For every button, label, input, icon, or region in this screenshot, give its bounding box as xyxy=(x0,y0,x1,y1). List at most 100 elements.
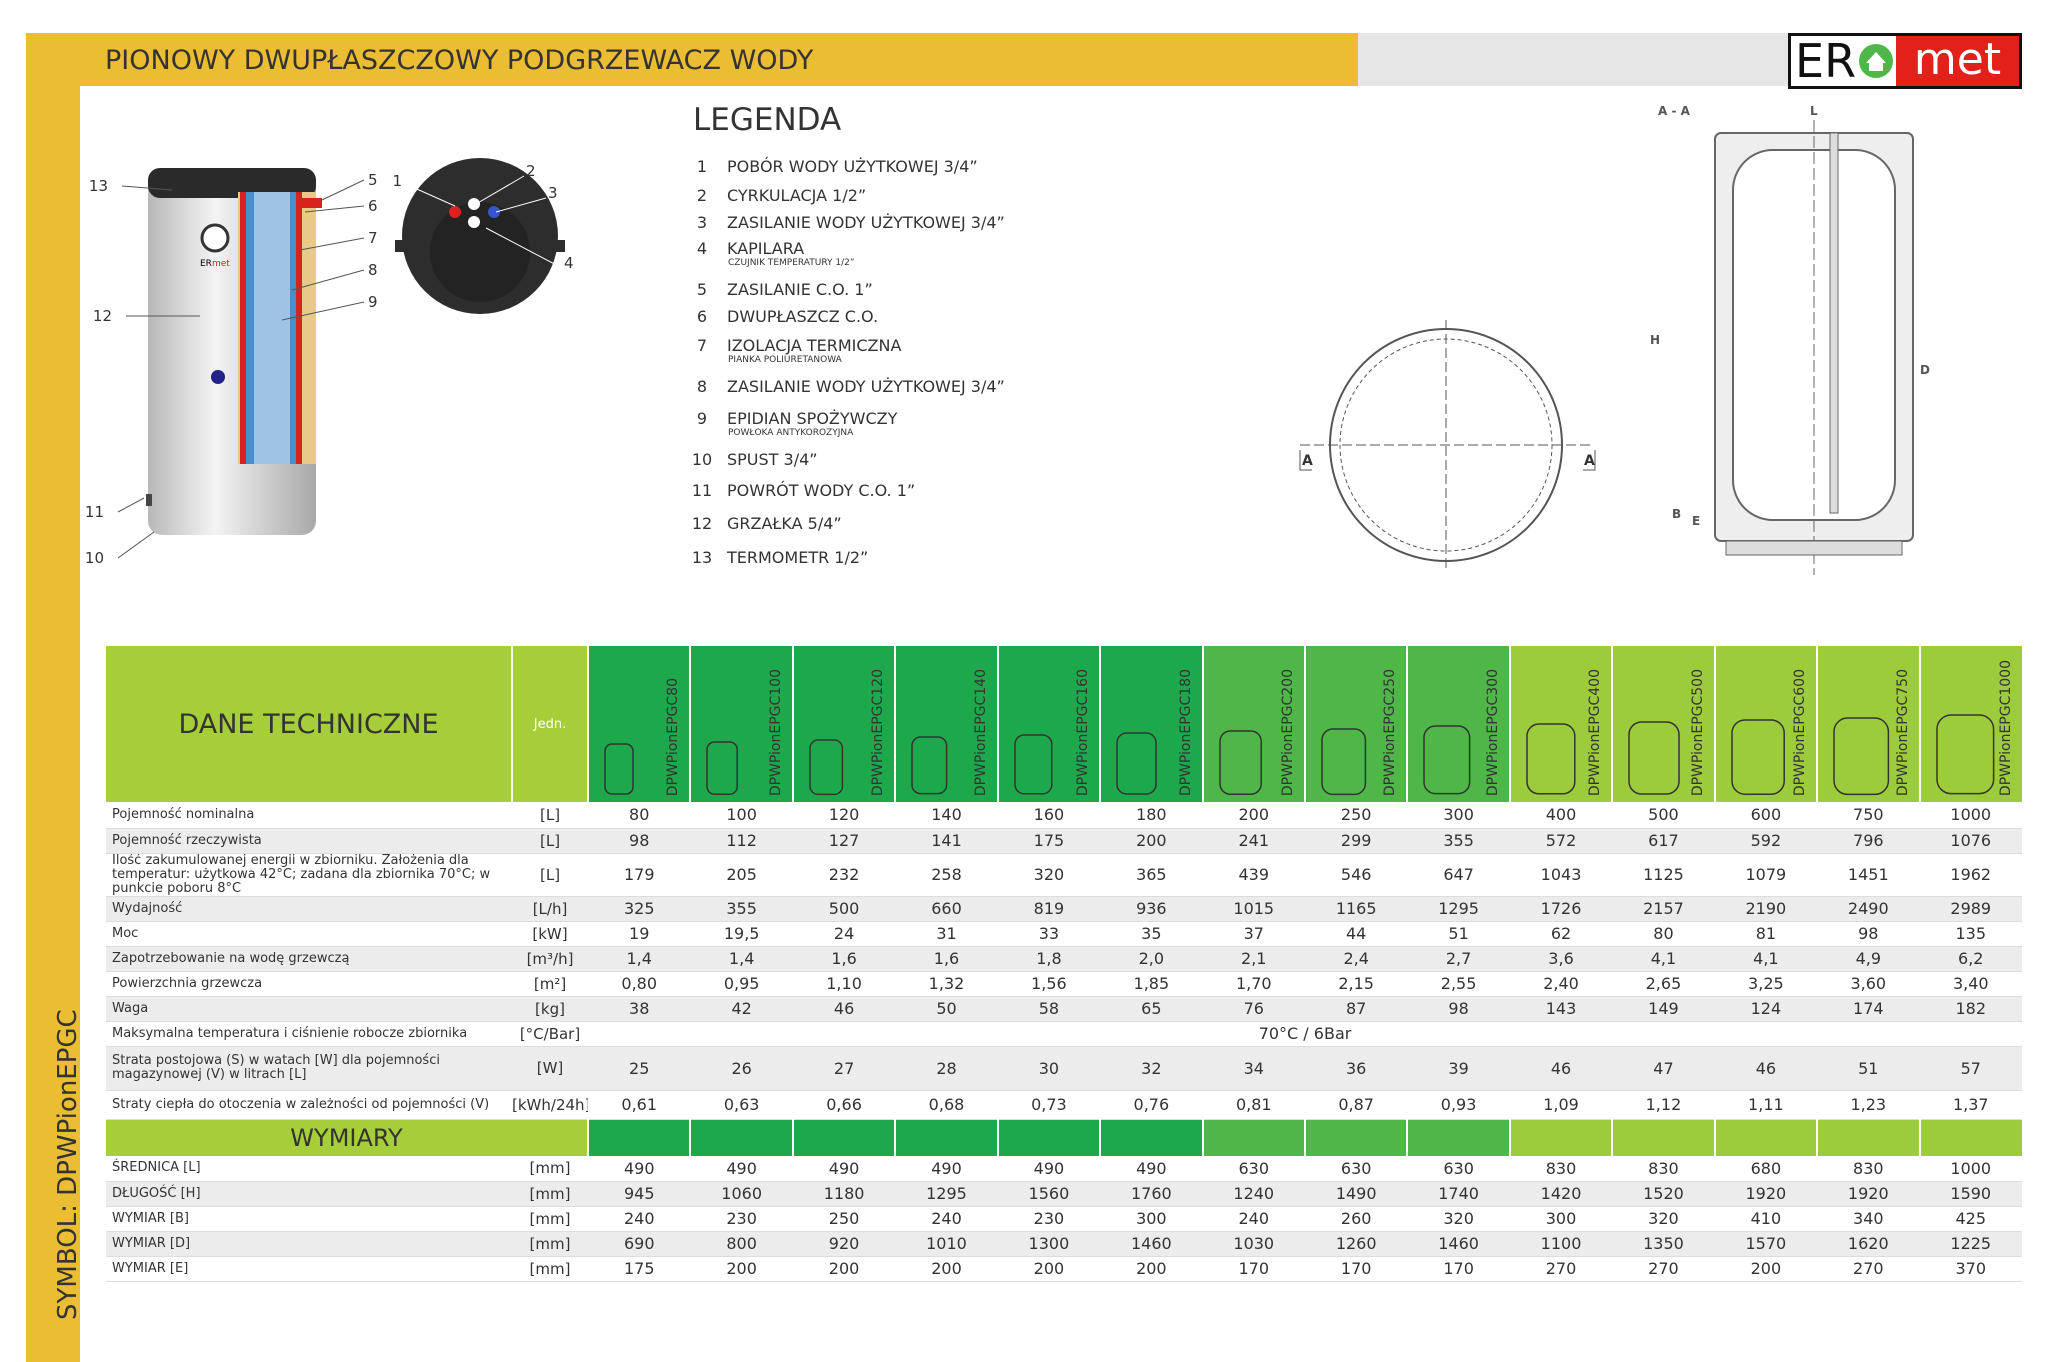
dimensions-title: WYMIARY xyxy=(106,1119,589,1156)
data-row: Zapotrzebowanie na wodę grzewczą [m³/h] 1,… xyxy=(106,946,2022,971)
tank xyxy=(809,738,844,795)
cell: 260 xyxy=(1340,1209,1372,1228)
cell: 160 xyxy=(1033,805,1065,825)
cell: 51 xyxy=(1448,924,1469,943)
cell: 46 xyxy=(1550,1058,1572,1078)
cell: 0,95 xyxy=(723,974,760,993)
cell: 170 xyxy=(1340,1259,1372,1278)
badge-right: met xyxy=(212,259,230,269)
dim-band xyxy=(1508,1119,1613,1156)
logo: ER met xyxy=(1788,33,2022,89)
cell: 1015 xyxy=(1233,899,1275,918)
callout: 11 xyxy=(85,503,104,521)
cell: 936 xyxy=(1136,899,1167,918)
row-unit: [kg] xyxy=(535,999,565,1018)
logo-right: met xyxy=(1896,36,2019,86)
cell: 1920 xyxy=(1847,1184,1889,1203)
cell: 230 xyxy=(726,1209,757,1228)
tank xyxy=(1116,732,1157,795)
cell: 2,15 xyxy=(1338,974,1374,993)
data-row: Wydajność [L/h] 325 355 500 660 819 936 1015 1165… xyxy=(106,896,2022,921)
model-header: DPWPionEPGC1000 xyxy=(1918,646,2022,802)
section-label: A xyxy=(1584,453,1595,469)
merged-cell: 70°C / 6Bar xyxy=(1258,1024,1352,1043)
data-row: Moc [kW] 19 19,5 24 31 33 35 37 44 51 62 80 81 98 135 xyxy=(106,921,2022,946)
cell: 690 xyxy=(623,1234,655,1253)
tank-icon xyxy=(604,743,634,795)
model-header: DPWPionEPGC140 xyxy=(894,646,998,802)
row-label: Pojemność rzeczywista xyxy=(112,832,262,848)
callout-line xyxy=(117,497,145,513)
tank xyxy=(1013,734,1053,795)
cell: 630 xyxy=(1238,1158,1270,1178)
cell: 4,9 xyxy=(1855,949,1882,968)
dim-band xyxy=(1816,1119,1920,1156)
tank xyxy=(1730,719,1785,795)
cell: 44 xyxy=(1346,924,1367,943)
row-unit: [mm] xyxy=(529,1259,571,1278)
cell: 200 xyxy=(726,1259,757,1278)
drawing-label: A - A xyxy=(1658,104,1691,118)
cell: 1180 xyxy=(823,1184,865,1203)
row-label: Wydajność xyxy=(112,900,183,916)
cell: 98 xyxy=(1448,999,1469,1018)
tank xyxy=(1218,730,1262,795)
cell: 1760 xyxy=(1130,1184,1172,1203)
dim-band xyxy=(1099,1119,1203,1156)
cell: 232 xyxy=(828,865,860,884)
cell: 546 xyxy=(1340,865,1372,884)
cell: 2,1 xyxy=(1241,949,1267,968)
model-header: DPWPionEPGC300 xyxy=(1406,646,1510,802)
cell: 3,25 xyxy=(1748,974,1784,993)
tank xyxy=(1526,723,1576,795)
tank xyxy=(604,743,634,795)
cell: 1460 xyxy=(1438,1234,1479,1253)
cell: 34 xyxy=(1243,1058,1264,1078)
model-name: DPWPionEPGC500 xyxy=(1689,668,1706,796)
legend-text: CYRKULACJA 1/2” xyxy=(727,186,867,205)
callout: 4 xyxy=(564,254,574,272)
cell: 1010 xyxy=(926,1234,967,1253)
row-label: Ilość zakumulowanej energii w zbiorniku.… xyxy=(112,853,491,896)
cell: 1,6 xyxy=(831,949,857,968)
callout-line xyxy=(304,205,365,213)
cell: 1460 xyxy=(1130,1234,1172,1253)
legend-text: POWRÓT WODY C.O. 1” xyxy=(727,481,916,500)
cell: 1100 xyxy=(1540,1234,1582,1253)
cell: 2,65 xyxy=(1645,974,1682,993)
cell: 1560 xyxy=(1028,1184,1070,1203)
cell: 1,32 xyxy=(928,974,965,993)
cell: 1,23 xyxy=(1850,1095,1887,1114)
model-header: DPWPionEPGC80 xyxy=(587,646,691,802)
legend-text: GRZAŁKA 5/4” xyxy=(727,514,842,533)
row-unit: [mm] xyxy=(529,1184,571,1203)
cell: 300 xyxy=(1443,805,1474,825)
dimensions-header: WYMIARY xyxy=(106,1119,2022,1156)
data-row: DŁUGOŚĆ [H] [mm] 945 1060 1180 1295 1560 1760 12… xyxy=(106,1181,2022,1206)
cell: 490 xyxy=(828,1158,860,1178)
legend-number: 10 xyxy=(691,450,713,469)
cell: 1076 xyxy=(1950,831,1992,850)
cell: 1,09 xyxy=(1543,1095,1579,1114)
cell: 174 xyxy=(1853,999,1884,1018)
model-name: DPWPionEPGC120 xyxy=(870,668,887,796)
cell: 112 xyxy=(726,831,757,850)
tank-icon xyxy=(1628,721,1680,795)
cell: 24 xyxy=(833,924,855,943)
cell: 42 xyxy=(731,999,752,1018)
cell: 4,1 xyxy=(1753,949,1779,968)
callout-line xyxy=(475,175,525,205)
cell: 57 xyxy=(1960,1058,1981,1078)
drawing-label: L xyxy=(1810,104,1818,118)
cell: 830 xyxy=(1545,1158,1577,1178)
cell: 37 xyxy=(1243,924,1264,943)
cell: 38 xyxy=(629,999,650,1018)
cell: 33 xyxy=(1038,924,1060,943)
cell: 241 xyxy=(1238,831,1270,850)
cell: 630 xyxy=(1443,1158,1474,1178)
legend-text: ZASILANIE WODY UŻYTKOWEJ 3/4” xyxy=(727,213,1005,232)
cell: 1451 xyxy=(1847,865,1889,884)
cell: 320 xyxy=(1443,1209,1474,1228)
dim-band xyxy=(1918,1119,2022,1156)
